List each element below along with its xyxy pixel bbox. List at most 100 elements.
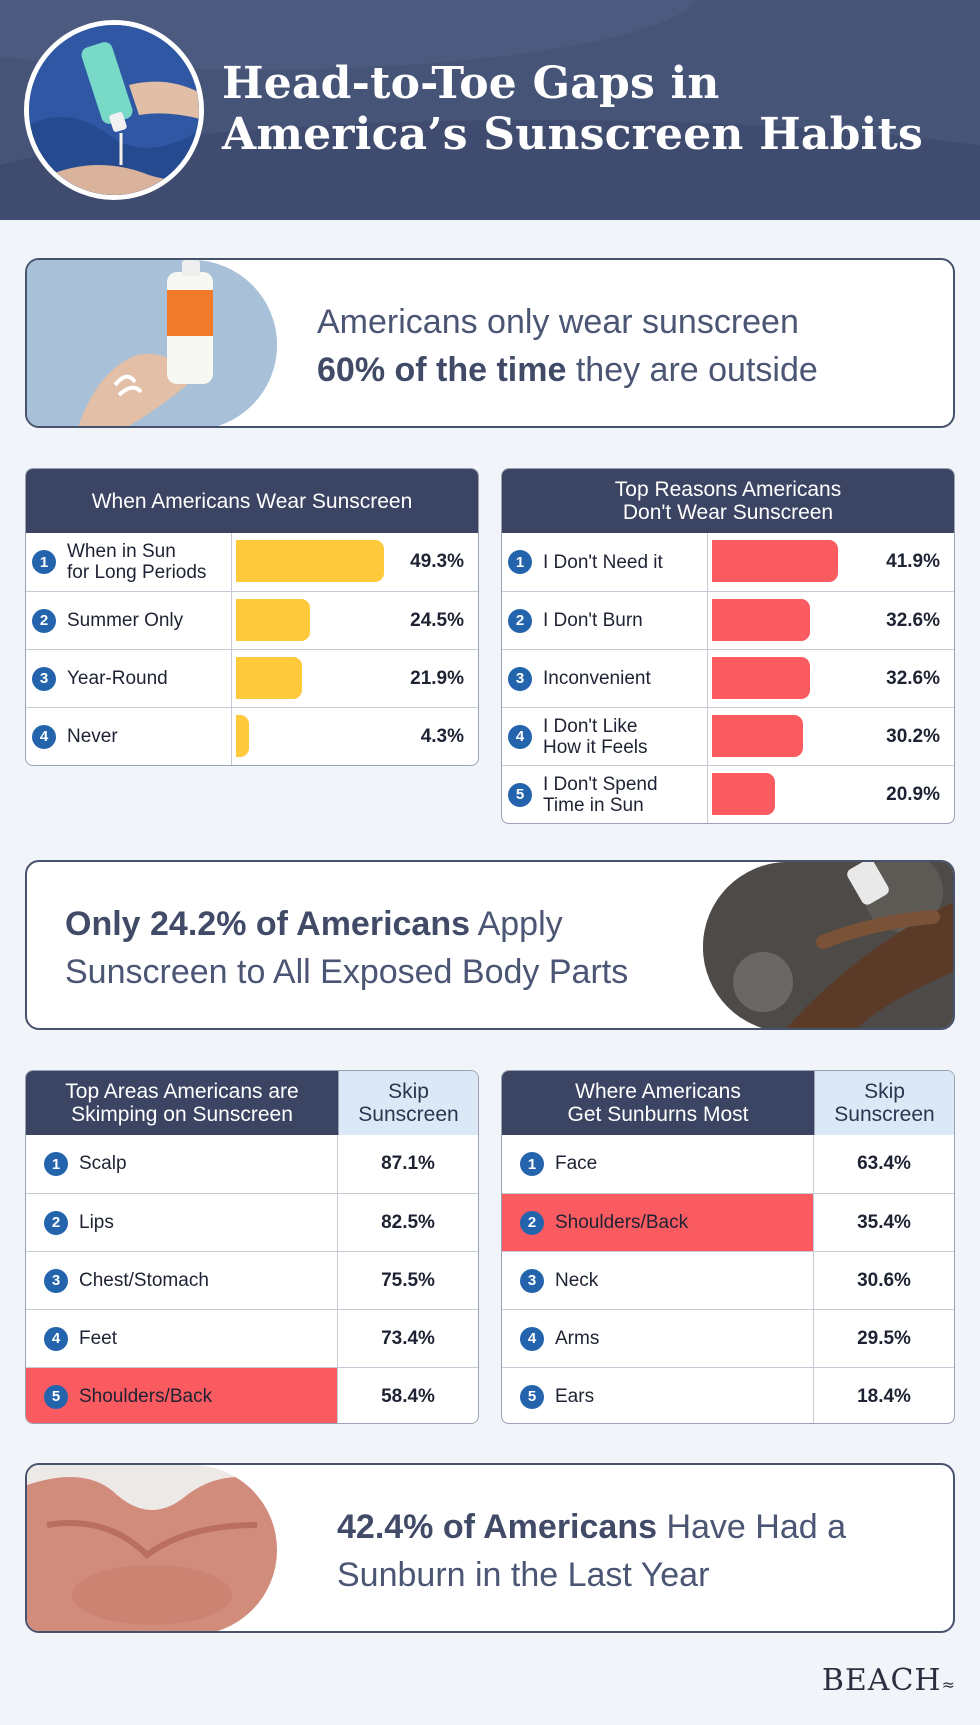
sunburn-label-cell: 4 Arms — [502, 1310, 814, 1367]
when-wear-label-cell: 1 When in Sun for Long Periods — [32, 533, 232, 591]
sunburn-label-cell: 1 Face — [502, 1135, 814, 1193]
stat2-rest: Apply — [470, 905, 563, 943]
rank-badge: 3 — [44, 1268, 68, 1293]
table-row: 1 Scalp 87.1% — [26, 1135, 478, 1193]
table-sunburn-title-line1: Where Americans — [575, 1080, 741, 1103]
stat-card-body-parts: Only 24.2% of Americans Apply Sunscreen … — [25, 860, 955, 1030]
table-skimping-title-line2: Skimping on Sunscreen — [71, 1103, 293, 1126]
stat1-line1: Americans only wear sunscreen — [317, 303, 799, 341]
table-row: 2 Shoulders/Back 35.4% — [502, 1193, 954, 1251]
when-wear-row: 3 Year-Round 21.9% — [26, 649, 478, 707]
rank-badge: 4 — [520, 1326, 544, 1351]
when-wear-category-label: When in Sun for Long Periods — [67, 541, 206, 583]
table-skimping-areas: Top Areas Americans are Skimping on Suns… — [25, 1070, 479, 1424]
table-skimping-vh-line1: Skip — [388, 1080, 429, 1103]
table-skimping-title-line1: Top Areas Americans are — [65, 1080, 299, 1103]
reason-category-label: I Don't Burn — [543, 610, 643, 631]
when-wear-value-label: 24.5% — [410, 609, 464, 631]
sunburn-value-cell: 29.5% — [857, 1327, 911, 1349]
reason-bar — [712, 715, 803, 757]
table-sunburn-vh-line2: Sunscreen — [834, 1103, 935, 1126]
rank-badge: 2 — [520, 1210, 544, 1235]
category-label-line: I Don't Like — [543, 715, 638, 737]
rank-badge: 2 — [32, 608, 56, 633]
table-row: 5 Ears 18.4% — [502, 1367, 954, 1423]
category-label-line: How it Feels — [543, 736, 648, 758]
table-sunburn-vh-line1: Skip — [864, 1080, 905, 1103]
rank-badge: 5 — [520, 1384, 544, 1409]
header-banner: Head-to-Toe Gaps in America’s Sunscreen … — [0, 0, 980, 220]
stat1-bold: 60% of the time — [317, 351, 567, 389]
header-sunscreen-photo — [24, 20, 204, 200]
sunburn-label-cell: 2 Shoulders/Back — [502, 1194, 814, 1251]
skimping-value-cell: 73.4% — [381, 1327, 435, 1349]
stat2-bold: Only 24.2% of Americans — [65, 905, 471, 943]
reason-value-label: 20.9% — [886, 783, 940, 805]
table-row: 2 Lips 82.5% — [26, 1193, 478, 1251]
table-row: 4 Feet 73.4% — [26, 1309, 478, 1367]
reason-value-label: 32.6% — [886, 667, 940, 689]
stat-card-time-outside: Americans only wear sunscreen 60% of the… — [25, 258, 955, 428]
reason-value-label: 41.9% — [886, 551, 940, 572]
applying-sunscreen-leg-photo — [703, 862, 953, 1028]
stat3-line2: Sunburn in the Last Year — [337, 1556, 710, 1594]
page-title-line1: Head-to-Toe Gaps in — [222, 58, 720, 109]
reason-label-cell: 3 Inconvenient — [508, 650, 708, 707]
rank-badge: 2 — [508, 608, 532, 633]
when-wear-row: 4 Never 4.3% — [26, 707, 478, 765]
table-skimping-value-header: Skip Sunscreen — [338, 1071, 478, 1135]
table-sunburn-areas: Where Americans Get Sunburns Most Skip S… — [501, 1070, 955, 1424]
category-label-line: for Long Periods — [67, 562, 207, 583]
brand-name: BEACH — [821, 1663, 942, 1698]
sunburn-value-cell: 35.4% — [857, 1211, 911, 1233]
sunburn-body-part-label: Neck — [555, 1269, 599, 1291]
reason-category-label: Inconvenient — [543, 668, 651, 689]
rank-badge: 3 — [32, 666, 56, 691]
reason-row: 4 I Don't Like How it Feels 30.2% — [502, 707, 954, 765]
when-wear-category-label: Summer Only — [67, 610, 183, 631]
brand-logo: BEACH≈ — [822, 1663, 956, 1698]
reason-row: 5 I Don't Spend Time in Sun 20.9% — [502, 765, 954, 823]
when-wear-bar — [236, 540, 384, 582]
when-wear-value-label: 49.3% — [410, 551, 464, 572]
sunburn-body-part-label: Face — [555, 1153, 598, 1174]
rank-badge: 4 — [32, 724, 56, 749]
when-wear-row: 1 When in Sun for Long Periods 49.3% — [26, 533, 478, 591]
chart-reasons-title: Top Reasons Americans Don't Wear Sunscre… — [502, 469, 954, 533]
when-wear-value-label: 4.3% — [420, 725, 464, 747]
reason-category-label: I Don't Need it — [543, 552, 663, 573]
page-title: Head-to-Toe Gaps in America’s Sunscreen … — [222, 58, 923, 160]
chart-when-wear-rows: 1 When in Sun for Long Periods 49.3% 2 Summer… — [26, 533, 478, 765]
rank-badge: 4 — [44, 1326, 68, 1351]
table-row: 3 Chest/Stomach 75.5% — [26, 1251, 478, 1309]
skimping-label-cell: 3 Chest/Stomach — [26, 1252, 338, 1309]
rank-badge: 5 — [44, 1384, 68, 1409]
reason-label-cell: 1 I Don't Need it — [508, 533, 708, 591]
reason-bar — [712, 540, 838, 582]
table-skimping-vh-line2: Sunscreen — [358, 1103, 459, 1126]
rank-badge: 1 — [44, 1152, 68, 1176]
page-title-line2: America’s Sunscreen Habits — [222, 109, 923, 160]
reason-category-label: I Don't Like How it Feels — [543, 716, 648, 758]
reason-row: 2 I Don't Burn 32.6% — [502, 591, 954, 649]
skimping-label-cell: 5 Shoulders/Back — [26, 1368, 338, 1423]
sunburn-value-cell: 18.4% — [857, 1385, 911, 1407]
table-skimping-rows: 1 Scalp 87.1% 2 Lips 82.5% 3 Chest/Stomach 75.5%… — [26, 1135, 478, 1423]
reason-value-label: 32.6% — [886, 609, 940, 631]
sunburn-body-part-label: Arms — [555, 1327, 600, 1349]
sunburn-value-cell: 63.4% — [857, 1153, 911, 1174]
rank-badge: 4 — [508, 724, 532, 749]
category-label-line: I Don't Need it — [543, 551, 663, 573]
stat-text-body-parts: Only 24.2% of Americans Apply Sunscreen … — [65, 900, 628, 996]
when-wear-label-cell: 2 Summer Only — [32, 592, 232, 649]
stat1-rest: they are outside — [566, 351, 818, 389]
chart-when-wear-sunscreen: When Americans Wear Sunscreen 1 When in S… — [25, 468, 479, 766]
stat-text-sunburn: 42.4% of Americans Have Had a Sunburn in… — [337, 1503, 846, 1599]
reason-bar — [712, 599, 810, 641]
chart-reasons-not-wear: Top Reasons Americans Don't Wear Sunscre… — [501, 468, 955, 824]
stat-text-time-outside: Americans only wear sunscreen 60% of the… — [317, 298, 818, 394]
rank-badge: 3 — [508, 666, 532, 691]
reason-value-label: 30.2% — [886, 725, 940, 747]
sunburn-label-cell: 3 Neck — [502, 1252, 814, 1309]
